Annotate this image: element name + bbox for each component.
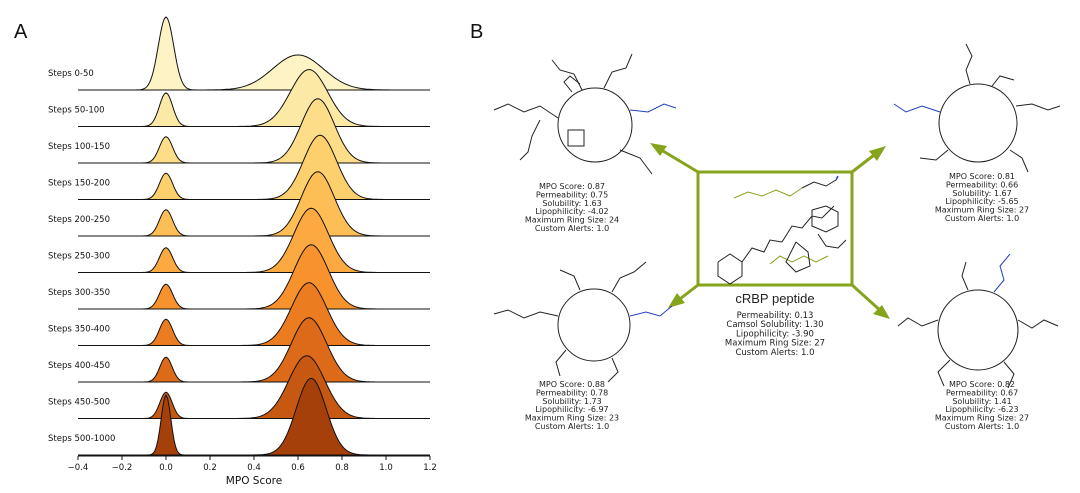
ridge-label-7: Steps 350-400 xyxy=(48,325,110,335)
arrow-bottom-right xyxy=(850,283,884,314)
center-molecule-property: Lipophilicity: -3.90 xyxy=(736,329,814,339)
molecule-top-right-structure xyxy=(893,43,1061,173)
ridge-label-5: Steps 250-300 xyxy=(48,252,110,262)
molecule-bottom-right-property: Solubility: 1.41 xyxy=(952,397,1011,406)
x-axis-ticks: −0.4 −0.2 0.0 0.2 0.4 0.6 0.8 1.0 1.2 xyxy=(68,456,437,473)
ridge-1 xyxy=(78,69,430,127)
center-molecule-property: Camsol Solubility: 1.30 xyxy=(726,320,823,330)
molecule-bottom-left-property: Maximum Ring Size: 23 xyxy=(525,414,619,423)
molecule-bottom-right-property: Permeability: 0.67 xyxy=(946,388,1018,397)
molecule-top-right-property: Permeability: 0.66 xyxy=(946,180,1018,189)
molecule-top-right-property: Solubility: 1.67 xyxy=(952,189,1011,198)
molecule-bottom-right-structure xyxy=(897,253,1059,389)
ridge-4 xyxy=(78,171,430,237)
panel-b-label: B xyxy=(470,21,483,43)
ridge-8 xyxy=(78,317,430,383)
arrowhead-top-right xyxy=(869,146,886,161)
x-tick-label: 1.2 xyxy=(423,463,437,473)
molecule-top-right-property: Maximum Ring Size: 27 xyxy=(935,206,1029,215)
arrowhead-top-left xyxy=(650,143,667,156)
molecule-bottom-left-property: Custom Alerts: 1.0 xyxy=(535,422,609,431)
arrowhead-bottom-right xyxy=(873,305,890,319)
ridge-9 xyxy=(78,355,430,419)
x-tick-label: 1.0 xyxy=(379,463,393,473)
ridge-6 xyxy=(78,244,430,310)
ridge-3 xyxy=(78,134,430,200)
molecule-top-left-property: Permeability: 0.75 xyxy=(536,190,608,199)
ridge-label-10: Steps 500-1000 xyxy=(48,434,115,444)
molecule-bottom-right-property: Maximum Ring Size: 27 xyxy=(935,414,1029,423)
ridge-10 xyxy=(78,377,430,456)
x-tick-label: −0.4 xyxy=(68,463,89,473)
molecule-top-left-property: Solubility: 1.63 xyxy=(542,199,601,208)
ridge-7 xyxy=(78,282,430,346)
ridgeline-chart: Steps 0-50 Steps 50-100 Steps 100-150 Steps… xyxy=(48,16,430,456)
ridge-label-9: Steps 450-500 xyxy=(48,398,110,408)
molecule-top-left-property: Lipophilicity: -4.02 xyxy=(535,207,608,216)
x-tick-label: 0.2 xyxy=(203,463,217,473)
arrowhead-bottom-left xyxy=(668,293,685,308)
connector-arrows xyxy=(650,143,890,319)
center-molecule-property: Permeability: 0.13 xyxy=(737,311,814,321)
molecule-bottom-left-property: Solubility: 1.73 xyxy=(542,397,601,406)
molecule-top-left-property: Maximum Ring Size: 24 xyxy=(525,216,619,225)
molecule-bottom-left-property: Lipophilicity: -6.97 xyxy=(535,405,608,414)
x-tick-label: 0.6 xyxy=(291,463,305,473)
center-molecule-name: cRBP peptide xyxy=(735,291,814,306)
ridge-0 xyxy=(78,16,430,91)
center-molecule-property: Maximum Ring Size: 27 xyxy=(725,339,825,349)
molecule-bottom-left-property: MPO Score: 0.88 xyxy=(539,380,605,389)
center-molecule-property: Custom Alerts: 1.0 xyxy=(735,348,814,358)
ridge-label-2: Steps 100-150 xyxy=(48,142,110,152)
molecule-top-right-property: MPO Score: 0.81 xyxy=(949,172,1015,181)
molecule-bottom-left-property: Permeability: 0.78 xyxy=(536,388,608,397)
ridge-label-1: Steps 50-100 xyxy=(48,106,105,116)
molecule-bottom-right-property: Lipophilicity: -6.23 xyxy=(945,405,1018,414)
ridge-label-6: Steps 300-350 xyxy=(48,288,110,298)
x-tick-label: 0.4 xyxy=(247,463,261,473)
molecule-bottom-right-property: MPO Score: 0.82 xyxy=(949,380,1015,389)
molecule-top-right-property: Custom Alerts: 1.0 xyxy=(945,214,1019,223)
center-molecule-structure xyxy=(717,175,847,285)
x-axis-label: MPO Score xyxy=(226,475,282,487)
center-molecule-box xyxy=(696,170,854,287)
molecule-top-left-property: Custom Alerts: 1.0 xyxy=(535,224,609,233)
ridge-label-4: Steps 200-250 xyxy=(48,215,110,225)
molecule-bottom-right-property: Custom Alerts: 1.0 xyxy=(945,422,1019,431)
ridge-label-3: Steps 150-200 xyxy=(48,179,110,189)
ridge-2 xyxy=(78,98,430,164)
ridge-label-8: Steps 400-450 xyxy=(48,361,110,371)
molecule-top-left-structure xyxy=(493,53,677,175)
molecule-bottom-left-structure xyxy=(493,261,673,383)
x-tick-label: 0.0 xyxy=(159,463,173,473)
x-tick-label: 0.8 xyxy=(335,463,349,473)
ridge-label-0: Steps 0-50 xyxy=(48,69,94,79)
molecule-top-right-property: Lipophilicity: -5.65 xyxy=(945,197,1018,206)
molecule-top-left-property: MPO Score: 0.87 xyxy=(539,182,605,191)
x-tick-label: −0.2 xyxy=(112,463,133,473)
ridge-5 xyxy=(78,207,430,273)
arrow-top-left xyxy=(657,146,699,174)
panel-a-label: A xyxy=(14,21,28,43)
